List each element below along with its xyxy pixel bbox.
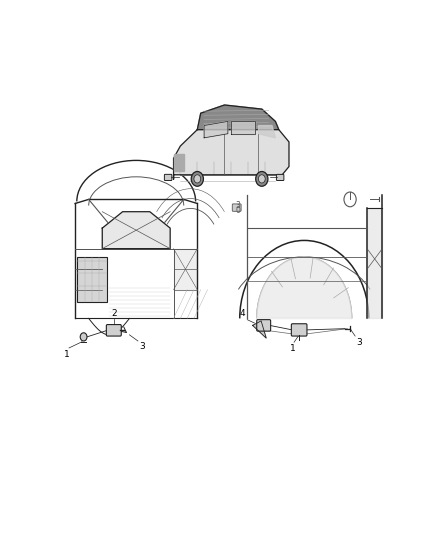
Text: 3: 3: [356, 338, 362, 346]
Circle shape: [80, 333, 87, 341]
Text: 0: 0: [236, 206, 240, 214]
Polygon shape: [197, 105, 279, 130]
FancyBboxPatch shape: [164, 174, 172, 181]
Polygon shape: [367, 207, 382, 318]
Polygon shape: [257, 257, 352, 318]
FancyBboxPatch shape: [77, 257, 107, 302]
Text: 2: 2: [111, 309, 117, 318]
Polygon shape: [258, 126, 276, 138]
Polygon shape: [253, 321, 266, 338]
Polygon shape: [173, 122, 289, 179]
Polygon shape: [173, 248, 197, 290]
FancyBboxPatch shape: [276, 174, 284, 181]
Text: 3: 3: [139, 342, 145, 351]
Circle shape: [258, 175, 265, 183]
FancyBboxPatch shape: [106, 325, 121, 336]
Polygon shape: [173, 154, 184, 171]
FancyBboxPatch shape: [257, 320, 271, 331]
FancyBboxPatch shape: [232, 204, 241, 211]
Text: 1: 1: [290, 344, 295, 353]
Polygon shape: [204, 122, 228, 138]
Circle shape: [194, 175, 201, 183]
Text: 1: 1: [64, 350, 70, 359]
Text: 3: 3: [236, 200, 240, 209]
Text: 4: 4: [239, 310, 245, 318]
Circle shape: [191, 172, 203, 186]
Polygon shape: [231, 122, 255, 134]
FancyBboxPatch shape: [291, 324, 307, 336]
Polygon shape: [102, 212, 170, 248]
Circle shape: [256, 172, 268, 186]
